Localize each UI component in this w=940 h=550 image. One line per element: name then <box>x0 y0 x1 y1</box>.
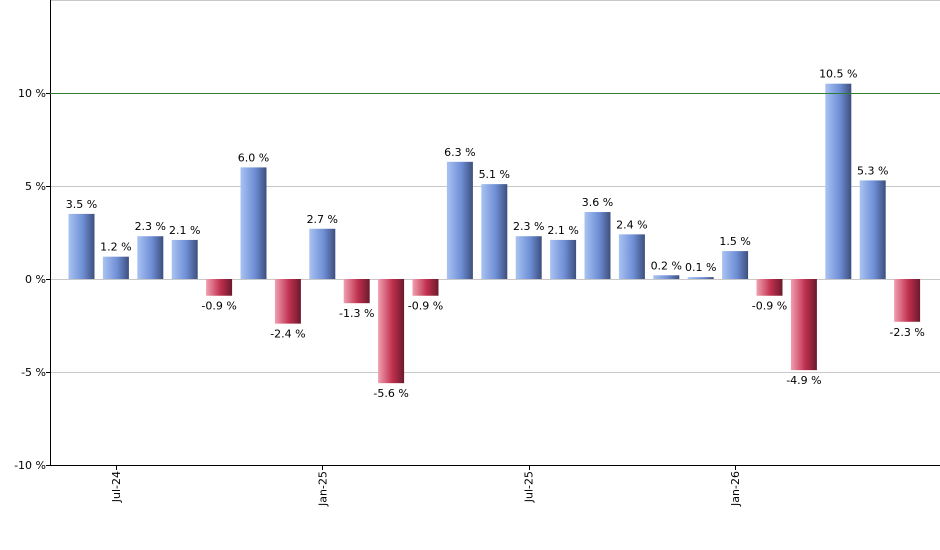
bar-value-label: 10.5 % <box>819 68 857 81</box>
bar-negative <box>378 279 405 384</box>
bar-negative <box>206 279 233 296</box>
bar-positive <box>653 275 680 279</box>
bar-value-label: -1.3 % <box>339 307 374 320</box>
bar-value-label: 2.1 % <box>547 224 578 237</box>
bar-positive <box>722 251 749 279</box>
bar-value-label: 2.1 % <box>169 224 200 237</box>
y-tick-label: -10 % <box>14 459 46 472</box>
bar-value-label: 3.6 % <box>582 196 613 209</box>
bar-value-label: 0.1 % <box>685 261 716 274</box>
bar-series <box>68 83 921 384</box>
bar-positive <box>687 277 714 279</box>
y-tick-label: 5 % <box>25 180 46 193</box>
bar-negative <box>343 279 370 304</box>
bar-value-label: 2.3 % <box>513 220 544 233</box>
axes: 10 % 5 % 0 % -5 % -10 % Jul-24 Jan-25 Jul-25 Jan… <box>14 0 940 507</box>
bar-positive <box>550 239 577 279</box>
bar-value-label: 6.0 % <box>238 151 269 164</box>
x-tick-label: Jan-25 <box>316 471 329 507</box>
bar-value-label: 0.2 % <box>651 259 682 272</box>
bar-negative <box>756 279 783 296</box>
bar-negative <box>412 279 439 296</box>
bar-value-label: 1.5 % <box>719 235 750 248</box>
bar-value-label: -2.4 % <box>270 328 305 341</box>
bar-positive <box>859 180 886 279</box>
bar-negative <box>894 279 921 322</box>
bar-positive <box>102 256 129 279</box>
bar-negative <box>274 279 301 324</box>
bar-positive <box>309 228 336 279</box>
bar-negative <box>790 279 817 371</box>
bar-value-label: -0.9 % <box>752 300 787 313</box>
x-tick-label: Jan-26 <box>729 471 742 507</box>
bar-positive <box>825 83 852 279</box>
bar-positive <box>68 213 95 279</box>
bar-value-label: 2.4 % <box>616 218 647 231</box>
bar-positive <box>171 239 198 279</box>
bar-positive <box>618 234 645 279</box>
bar-value-label: -5.6 % <box>373 387 408 400</box>
bar-value-label: -2.3 % <box>889 326 924 339</box>
y-tick-label: 10 % <box>18 87 46 100</box>
x-tick-label: Jul-24 <box>110 471 123 503</box>
bar-positive <box>137 236 164 279</box>
bar-positive <box>240 167 267 279</box>
x-tick-label: Jul-25 <box>523 471 536 503</box>
bar-positive <box>446 161 473 279</box>
bar-value-label: -0.9 % <box>408 300 443 313</box>
y-tick-label: -5 % <box>21 366 46 379</box>
bar-value-label: 5.1 % <box>479 168 510 181</box>
y-tick-label: 0 % <box>25 273 46 286</box>
bar-value-label: 2.3 % <box>135 220 166 233</box>
bar-value-label: -4.9 % <box>786 374 821 387</box>
bar-value-label: 2.7 % <box>307 213 338 226</box>
bar-positive <box>584 212 611 279</box>
bar-value-label: 1.2 % <box>100 241 131 254</box>
bar-value-label: 6.3 % <box>444 146 475 159</box>
bar-value-label: 3.5 % <box>66 198 97 211</box>
bar-positive <box>515 236 542 279</box>
bar-value-label: -0.9 % <box>201 300 236 313</box>
bar-positive <box>481 184 508 279</box>
data-labels: 3.5 %1.2 %2.3 % 2.1 %-0.9 %6.0 %-2.4 %2.7… <box>66 68 925 400</box>
bar-value-label: 5.3 % <box>857 164 888 177</box>
